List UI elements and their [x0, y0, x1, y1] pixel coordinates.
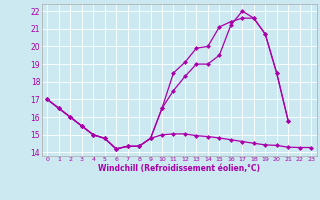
X-axis label: Windchill (Refroidissement éolien,°C): Windchill (Refroidissement éolien,°C) [98, 164, 260, 173]
